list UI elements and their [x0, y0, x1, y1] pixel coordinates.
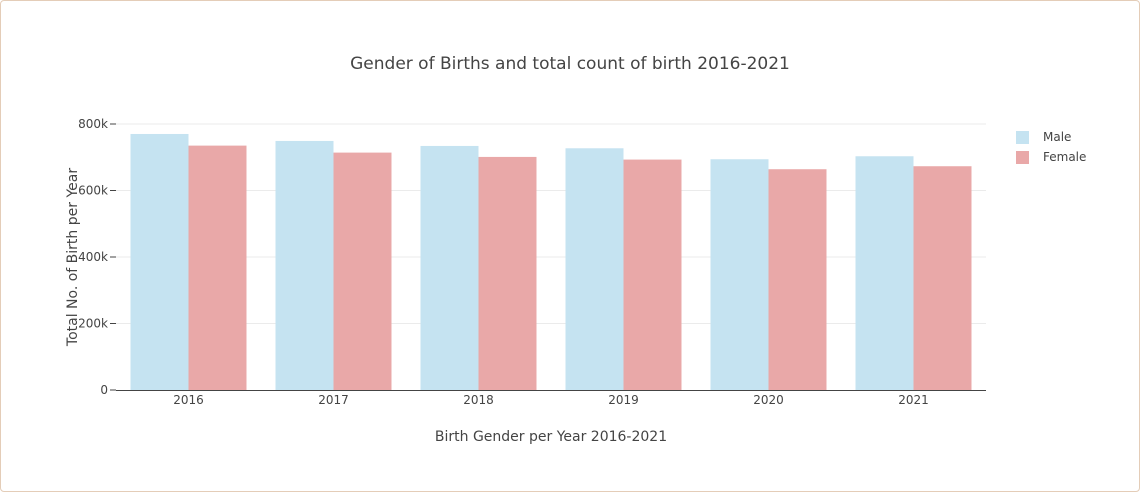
x-tick-label: 2021: [898, 393, 929, 407]
bar-male-2017: [275, 140, 334, 390]
legend-label-male: Male: [1043, 130, 1072, 144]
y-tick-label: 200k: [78, 317, 108, 331]
y-tick-label: 0: [100, 383, 108, 397]
legend-label-female: Female: [1043, 150, 1087, 164]
bar-female-2020: [768, 169, 827, 390]
legend-item-male[interactable]: Male: [1016, 127, 1086, 147]
x-tick-label: 2018: [463, 393, 494, 407]
legend-item-female[interactable]: Female: [1016, 147, 1086, 167]
legend[interactable]: Male Female: [1016, 127, 1086, 167]
x-tick-label: 2017: [318, 393, 349, 407]
bar-female-2018: [478, 156, 537, 390]
chart-title: Gender of Births and total count of birt…: [350, 54, 790, 74]
y-axis-title: Total No. of Birth per Year: [65, 167, 81, 347]
bar-male-2020: [710, 159, 769, 390]
bar-male-2016: [130, 133, 189, 390]
bar-male-2018: [420, 145, 479, 390]
bar-female-2017: [333, 152, 392, 390]
x-tick-label: 2019: [608, 393, 639, 407]
x-axis-title: Birth Gender per Year 2016-2021: [434, 429, 668, 445]
bar-female-2021: [913, 166, 972, 390]
x-tick-label: 2016: [173, 393, 204, 407]
legend-swatch-female: [1016, 150, 1029, 164]
legend-swatch-male: [1016, 130, 1029, 144]
bar-female-2016: [188, 145, 247, 390]
bar-male-2021: [855, 156, 914, 390]
bar-female-2019: [623, 159, 682, 390]
bar-male-2019: [565, 148, 624, 390]
y-tick-label: 400k: [78, 250, 108, 264]
y-tick-label: 600k: [78, 184, 108, 198]
y-tick-label: 800k: [78, 117, 108, 131]
x-tick-label: 2020: [753, 393, 784, 407]
